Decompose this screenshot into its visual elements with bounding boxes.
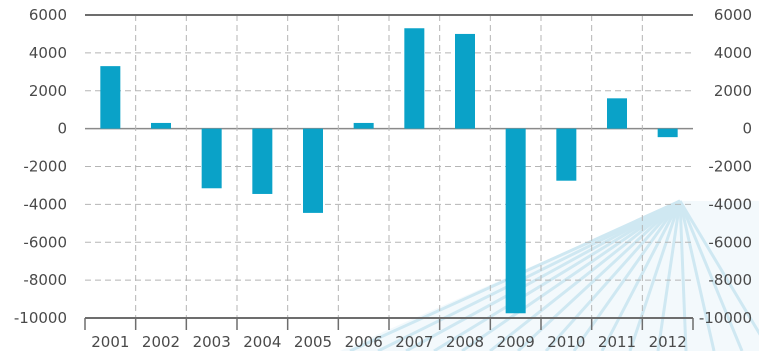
bar-2002 [151,122,171,129]
background-ray [678,200,688,351]
y-tick-label-right: 4000 [714,44,752,62]
y-tick-label-left: 2000 [29,82,67,100]
bar-2011 [607,98,627,129]
y-tick-label-right: -8000 [708,271,752,289]
y-tick-label-right: -2000 [708,158,752,176]
bar-2012 [657,128,678,138]
bar-2008 [455,33,475,129]
bar-2004 [252,128,273,194]
y-tick-label-left: -6000 [23,233,67,251]
x-tick-label: 2012 [649,333,687,351]
y-tick-label-left: 6000 [29,6,67,24]
background-ray [678,200,759,336]
y-tick-label-right: 0 [742,120,752,138]
bar-2005 [303,128,323,213]
x-tick-label: 2009 [497,333,535,351]
background-ray [433,199,681,351]
background-ray [628,200,682,351]
x-tick-label: 2003 [193,333,231,351]
background-ray [377,199,681,351]
background-ray [656,200,682,351]
x-tick-label: 2011 [598,333,636,351]
bar-2001 [100,66,121,129]
background-rays [340,199,759,351]
bar-2009 [505,128,526,314]
background-ray [405,199,681,351]
y-tick-label-right: -6000 [708,233,752,251]
background-ray [461,199,681,351]
y-tick-label-left: 4000 [29,44,67,62]
y-tick-label-left: -4000 [23,195,67,213]
x-tick-label: 2006 [345,333,383,351]
y-tick-label-right: 2000 [714,82,752,100]
y-tick-label-left: -10000 [14,309,67,327]
y-tick-label-left: -8000 [23,271,67,289]
bar-2010 [556,128,577,181]
y-tick-label-right: 6000 [714,6,752,24]
background-ray [678,200,716,351]
x-tick-label: 2004 [243,333,281,351]
x-tick-label: 2002 [142,333,180,351]
background-ray [489,199,681,351]
y-tick-label-right: -4000 [708,195,752,213]
x-tick-label: 2005 [294,333,332,351]
y-tick-label-right: -10000 [699,309,752,327]
x-tick-label: 2010 [547,333,585,351]
background-ray [600,200,682,351]
bar-2006 [353,122,374,129]
x-tick-label: 2007 [395,333,433,351]
y-tick-label-left: -2000 [23,158,67,176]
x-tick-label: 2008 [446,333,484,351]
x-tick-label: 2001 [91,333,129,351]
bar-2003 [201,128,222,189]
background-ray [678,200,744,351]
bar-2007 [404,28,425,129]
background-ray [516,199,682,351]
background-ray [544,200,682,351]
y-tick-label-left: 0 [57,120,67,138]
